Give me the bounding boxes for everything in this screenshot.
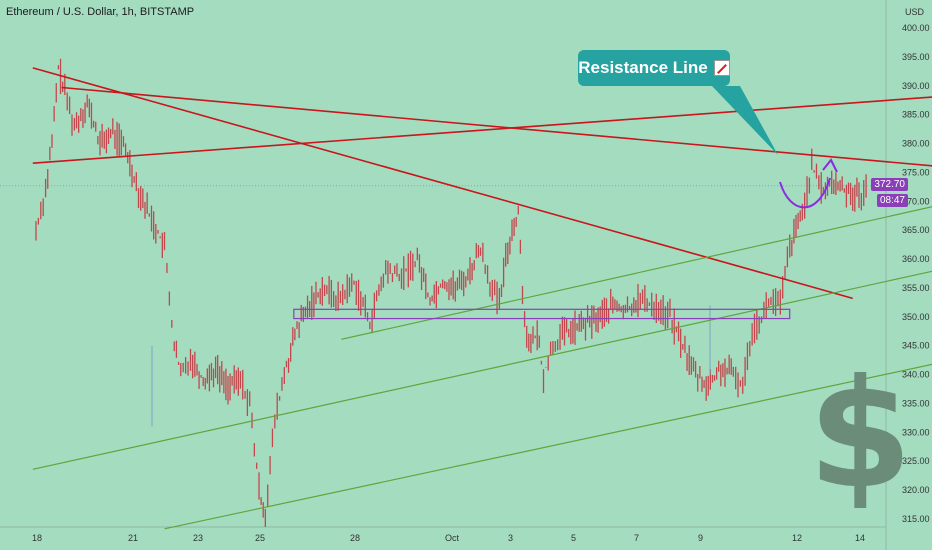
- countdown-tag: 08:47: [876, 194, 908, 207]
- y-tick-label: 400.00: [902, 23, 930, 33]
- resistance-callout: Resistance Line: [578, 50, 730, 86]
- channel-line: [341, 206, 932, 340]
- x-tick-label: 14: [855, 533, 865, 543]
- y-tick-label: 320.00: [902, 485, 930, 495]
- support-zone-box: [293, 308, 791, 320]
- y-tick-label: 315.00: [902, 514, 930, 524]
- y-tick-label: 385.00: [902, 110, 930, 120]
- last-price-tag: 372.70: [871, 178, 908, 191]
- projection-arrow: [779, 177, 831, 209]
- x-tick-label: 18: [32, 533, 42, 543]
- x-tick-label: 5: [571, 533, 576, 543]
- channel-line: [32, 270, 932, 470]
- x-tick-label: 3: [508, 533, 513, 543]
- resistance-line: [32, 96, 932, 164]
- chart-title: Ethereum / U.S. Dollar, 1h, BITSTAMP: [6, 6, 195, 18]
- x-tick-label: 23: [193, 533, 203, 543]
- y-tick-label: 355.00: [902, 283, 930, 293]
- y-tick-label: 365.00: [902, 225, 930, 235]
- y-tick-label: 330.00: [902, 427, 930, 437]
- y-tick-label: 360.00: [902, 254, 930, 264]
- callout-pointer: [712, 86, 778, 155]
- y-tick-label: 370.00: [902, 196, 930, 206]
- dollar-icon: $: [808, 348, 913, 522]
- y-tick-label: 375.00: [902, 167, 930, 177]
- callout-label: Resistance Line: [578, 58, 708, 77]
- check-mark-icon: [713, 60, 730, 76]
- x-tick-label: Oct: [445, 533, 460, 543]
- y-tick-label: 395.00: [902, 52, 930, 62]
- y-tick-label: 380.00: [902, 139, 930, 149]
- x-tick-label: 7: [634, 533, 639, 543]
- y-tick-label: 390.00: [902, 81, 930, 91]
- x-tick-label: 9: [698, 533, 703, 543]
- x-tick-label: 21: [128, 533, 138, 543]
- y-tick-label: 335.00: [902, 398, 930, 408]
- y-tick-label: 325.00: [902, 456, 930, 466]
- resistance-line: [32, 67, 853, 300]
- x-tick-label: 28: [350, 533, 360, 543]
- x-tick-label: 25: [255, 533, 265, 543]
- y-axis-unit: USD: [905, 7, 925, 17]
- channel-line: [164, 363, 932, 530]
- y-tick-label: 340.00: [902, 370, 930, 380]
- resistance-line: [61, 86, 932, 167]
- projection-arrowhead: [822, 158, 838, 173]
- x-tick-label: 12: [792, 533, 802, 543]
- y-tick-label: 350.00: [902, 312, 930, 322]
- y-tick-label: 345.00: [902, 341, 930, 351]
